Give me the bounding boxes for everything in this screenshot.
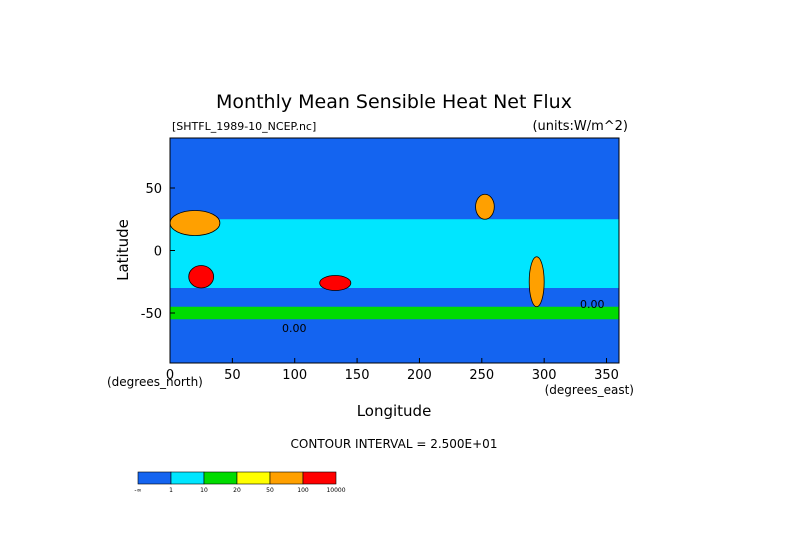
colorbar-tick-label: 20 [233, 487, 241, 494]
x-tick-label: 50 [224, 368, 241, 383]
colorbar-swatch [269, 471, 304, 485]
y-tick-label: -50 [141, 307, 162, 322]
heatmap-area [170, 138, 619, 363]
colorbar-swatch [302, 471, 337, 485]
contour-zero-label: 0.00 [580, 298, 605, 311]
x-tick-label: 350 [594, 368, 619, 383]
y-tick-label: 50 [145, 182, 162, 197]
region-north-america-west [475, 193, 495, 220]
colorbar-tick-label: 100 [297, 487, 309, 494]
y-axis-label: Latitude [114, 219, 132, 281]
region-antarctica [170, 331, 619, 363]
colorbar-swatch [137, 471, 172, 485]
contour-zero-label-2: 0.00 [282, 322, 307, 335]
y-tick-label: 0 [154, 245, 162, 260]
colorbar: -∞ 1 10 20 50 100 10000 [134, 471, 346, 494]
colorbar-tick-label: -∞ [134, 487, 141, 494]
colorbar-swatch [203, 471, 238, 485]
colorbar-tick-label: 1 [169, 487, 173, 494]
region-arctic [170, 138, 619, 170]
y-unit-label: (degrees_north) [107, 375, 203, 389]
x-tick-label: 150 [345, 368, 370, 383]
x-tick-label: 200 [407, 368, 432, 383]
colorbar-swatch [236, 471, 271, 485]
x-tick-label: 100 [282, 368, 307, 383]
colorbar-tick-label: 10 [200, 487, 208, 494]
x-axis-label: Longitude [357, 402, 432, 420]
region-tropical-ocean [170, 219, 619, 288]
y-axis: 50 0 -50 [141, 182, 175, 322]
region-australia [319, 275, 352, 291]
x-tick-label: 0 [166, 368, 174, 383]
colorbar-tick-label: 10000 [326, 487, 345, 494]
colorbar-tick-label: 50 [266, 487, 274, 494]
region-sahara [170, 210, 221, 236]
chart-title: Monthly Mean Sensible Heat Net Flux [216, 91, 572, 113]
contour-interval: CONTOUR INTERVAL = 2.500E+01 [291, 437, 498, 451]
x-axis: 0 50 100 150 200 250 300 350 [166, 358, 619, 383]
region-south-america-west [528, 256, 545, 308]
x-unit-label: (degrees_east) [545, 383, 634, 397]
file-label: [SHTFL_1989-10_NCEP.nc] [172, 120, 316, 133]
x-tick-label: 250 [469, 368, 494, 383]
region-southern-africa [188, 265, 215, 289]
colorbar-swatch [170, 471, 205, 485]
region-southern-ocean-band [170, 306, 619, 320]
x-tick-label: 300 [532, 368, 557, 383]
units-label: (units:W/m^2) [532, 119, 628, 134]
